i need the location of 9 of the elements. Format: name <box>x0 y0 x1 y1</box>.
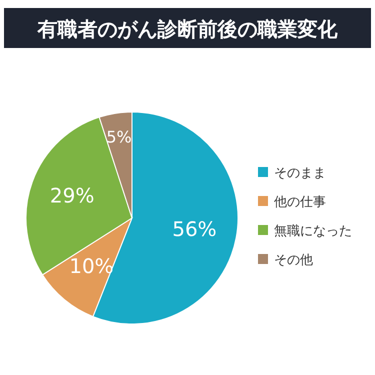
data-label: 29% <box>50 183 94 208</box>
data-label: 10% <box>69 254 114 278</box>
data-label: 5% <box>106 127 132 146</box>
legend-label: そのまま <box>274 166 326 181</box>
legend-label: その他 <box>274 253 313 268</box>
legend-label: 無職になった <box>274 224 352 239</box>
data-label: 56% <box>172 216 217 241</box>
legend-label: 他の仕事 <box>274 195 326 210</box>
chart-title: 有職者のがん診断前後の職業変化 <box>36 17 338 41</box>
